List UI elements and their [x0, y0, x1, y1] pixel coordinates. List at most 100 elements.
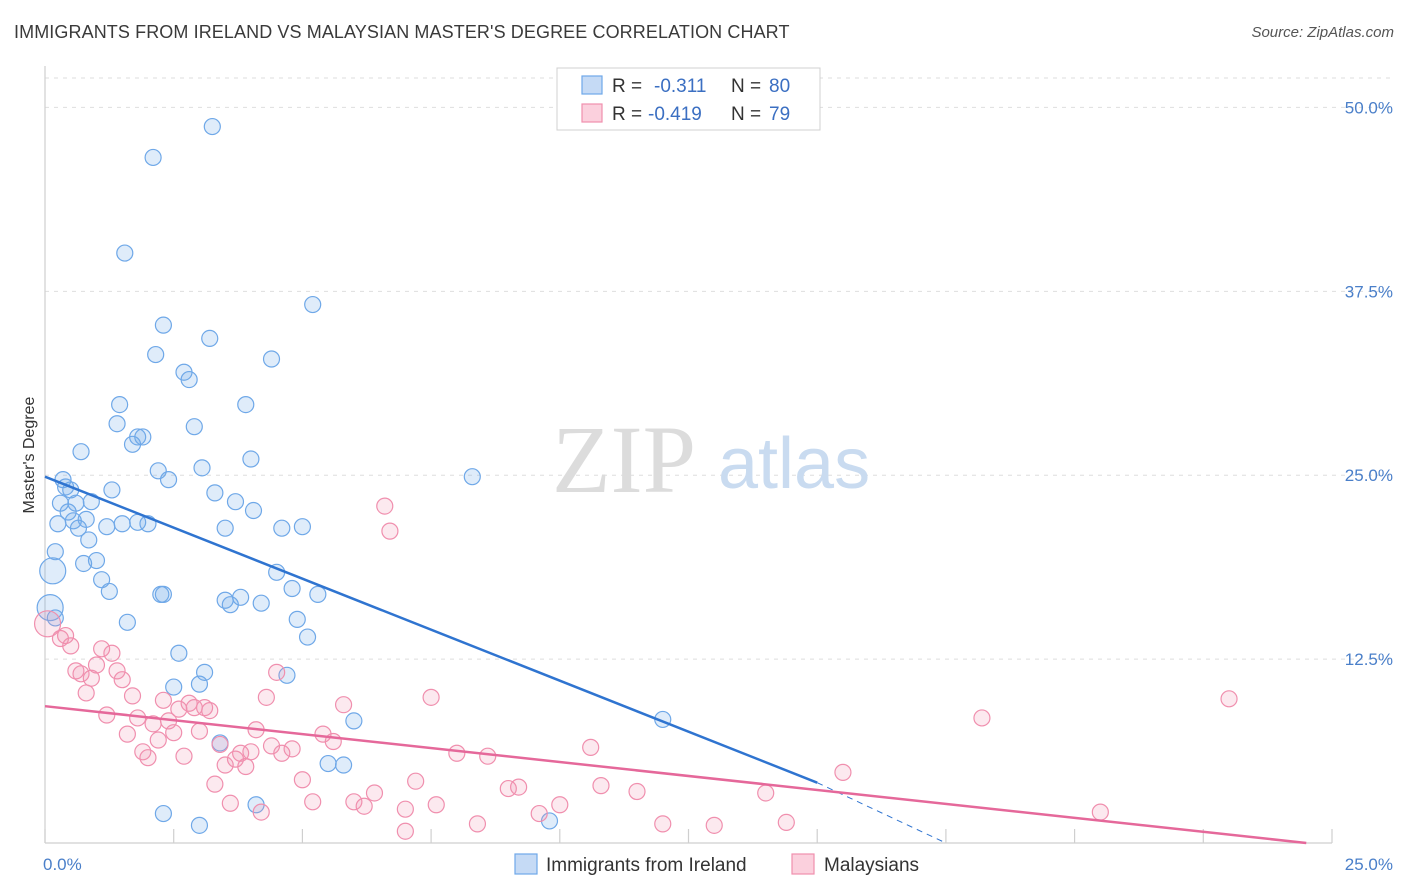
- y-tick-label-0: 12.5%: [1345, 650, 1393, 669]
- ireland-point-34: [154, 316, 173, 334]
- ireland-point-43: [195, 663, 214, 681]
- ireland-point-12: [72, 443, 90, 461]
- watermark-atlas: atlas: [718, 424, 870, 504]
- watermark-zip: ZIP: [552, 406, 696, 513]
- ireland-point-15: [80, 531, 98, 549]
- ireland-point-64: [309, 585, 327, 603]
- legend-n-value-2: 79: [769, 104, 790, 125]
- series-label-malaysians: Malaysians: [824, 855, 919, 876]
- x-tick-label-0: 0.0%: [43, 855, 82, 874]
- ireland-point-49: [226, 493, 245, 511]
- ireland-point-52: [242, 450, 260, 468]
- legend-swatch-malaysians: [581, 103, 603, 123]
- malaysian-point-71: [705, 816, 723, 834]
- malaysian-point-59: [427, 796, 445, 814]
- malaysian-point-0: [33, 610, 62, 638]
- y-tick-label-3: 50.0%: [1345, 98, 1393, 117]
- malaysian-point-13: [113, 671, 131, 689]
- malaysian-point-46: [293, 771, 311, 789]
- legend-n-value-1: 80: [769, 76, 790, 97]
- malaysian-point-60: [448, 744, 466, 762]
- malaysian-point-52: [355, 797, 373, 815]
- ireland-point-59: [283, 579, 301, 598]
- legend-n-label-2: N =: [731, 104, 761, 125]
- chart-title: IMMIGRANTS FROM IRELAND VS MALAYSIAN MAS…: [14, 22, 790, 42]
- malaysian-point-44: [273, 744, 291, 762]
- malaysian-point-25: [175, 747, 193, 765]
- ireland-point-22: [108, 415, 126, 433]
- malaysian-point-68: [592, 777, 610, 795]
- ireland-trend-line: [44, 475, 818, 784]
- malaysian-point-65: [530, 804, 548, 823]
- ireland-point-24: [113, 515, 131, 533]
- ireland-point-20: [100, 582, 118, 601]
- malaysian-point-12: [108, 662, 126, 680]
- malaysian-point-23: [165, 724, 183, 742]
- ireland-point-13: [75, 554, 93, 573]
- ireland-point-30: [144, 148, 162, 167]
- series-legend: Immigrants from Ireland Malaysians: [514, 853, 919, 876]
- ireland-point-10: [67, 494, 85, 512]
- malaysian-point-28: [190, 722, 209, 740]
- ireland-point-58: [278, 666, 296, 684]
- malaysian-point-10: [98, 706, 116, 724]
- data-points: [33, 117, 1238, 840]
- ireland-point-53: [244, 501, 263, 520]
- series-swatch-ireland: [514, 853, 538, 875]
- ireland-point-61: [293, 518, 311, 536]
- x-tick-label-1: 25.0%: [1345, 855, 1393, 874]
- ireland-point-39: [180, 370, 198, 389]
- malaysian-point-38: [242, 743, 260, 761]
- ireland-point-21: [103, 481, 121, 499]
- legend-r-value-2: -0.419: [648, 104, 702, 125]
- series-label-ireland: Immigrants from Ireland: [546, 855, 747, 876]
- grid: [45, 77, 1392, 660]
- malaysian-point-41: [257, 688, 275, 706]
- ireland-point-57: [273, 519, 291, 537]
- malaysian-point-34: [221, 794, 239, 812]
- y-tick-labels: 12.5% 25.0% 37.5% 50.0%: [1345, 98, 1393, 669]
- chart-source: Source: ZipAtlas.com: [1251, 24, 1394, 41]
- ireland-point-79: [216, 519, 234, 537]
- malaysian-point-20: [149, 731, 167, 749]
- malaysian-point-56: [396, 800, 414, 818]
- malaysian-point-14: [118, 725, 136, 743]
- malaysian-point-43: [268, 663, 286, 681]
- malaysian-point-5: [72, 665, 90, 683]
- malaysian-point-6: [77, 684, 95, 702]
- ireland-point-77: [154, 585, 173, 603]
- malaysian-point-61: [468, 815, 487, 833]
- malaysian-point-11: [103, 644, 121, 662]
- malaysian-point-45: [283, 740, 301, 758]
- ireland-point-63: [304, 295, 322, 314]
- ireland-point-55: [262, 350, 281, 368]
- malaysian-point-32: [211, 735, 229, 754]
- ireland-point-44: [201, 329, 219, 347]
- malaysian-point-7: [82, 669, 100, 687]
- malaysian-point-75: [973, 709, 991, 727]
- ireland-point-70: [203, 117, 221, 136]
- ireland-point-23: [111, 395, 129, 414]
- malaysian-point-3: [62, 637, 80, 655]
- ireland-point-67: [345, 712, 363, 730]
- ireland-point-37: [170, 644, 188, 662]
- ireland-point-45: [206, 484, 224, 502]
- ireland-point-62: [298, 628, 317, 646]
- malaysian-point-50: [334, 696, 353, 714]
- series-swatch-malaysians: [791, 853, 815, 875]
- x-tick-labels: 0.0% 25.0%: [43, 855, 1393, 874]
- ireland-point-2: [46, 543, 64, 561]
- malaysian-point-57: [407, 772, 425, 790]
- malaysian-point-31: [206, 775, 224, 793]
- malaysian-point-76: [1091, 803, 1109, 821]
- legend-swatch-ireland: [581, 75, 603, 95]
- ireland-point-31: [147, 345, 165, 364]
- watermark: ZIP atlas: [552, 406, 870, 513]
- malaysian-point-78: [396, 822, 414, 840]
- malaysian-point-53: [365, 784, 384, 802]
- ireland-point-51: [237, 395, 255, 414]
- ireland-point-17: [87, 551, 106, 570]
- ireland-point-35: [159, 471, 178, 489]
- malaysian-point-15: [123, 687, 142, 705]
